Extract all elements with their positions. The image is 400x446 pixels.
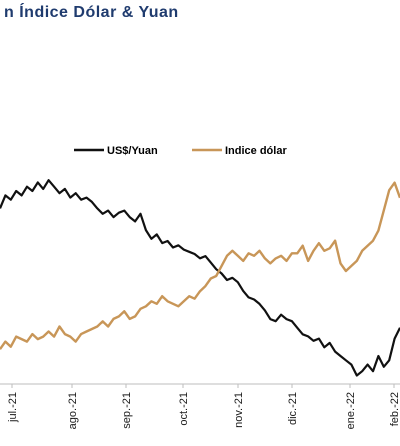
x-tick-label: oct.-21 (178, 392, 190, 426)
x-tick-label: ene.-22 (345, 392, 357, 429)
chart-title: n Índice Dólar & Yuan (4, 4, 179, 21)
x-tick-label: dic.-21 (287, 392, 299, 425)
series-line-indice-dolar (0, 181, 400, 350)
x-tick-label: sep.-21 (121, 392, 133, 429)
x-tick-label: jul.-21 (7, 392, 19, 423)
legend-label-indice-dolar: Indice dólar (225, 145, 287, 157)
x-tick-label: nov.-21 (233, 392, 245, 428)
legend-label-usd-yuan: US$/Yuan (107, 145, 158, 157)
x-tick-label: ago.-21 (67, 392, 79, 429)
legend: US$/Yuan Indice dólar (74, 145, 287, 157)
x-tick-label: feb.-22 (389, 392, 400, 426)
series-line-usd-yuan (0, 179, 400, 377)
